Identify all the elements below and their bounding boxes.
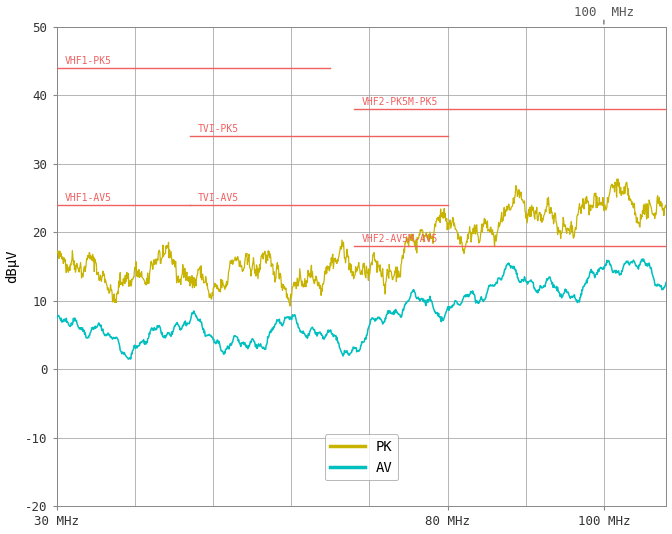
- Text: VHF1-PK5: VHF1-PK5: [65, 56, 112, 66]
- Text: VHF2-PK5M-PK5: VHF2-PK5M-PK5: [362, 97, 438, 107]
- Y-axis label: dBµV: dBµV: [5, 250, 19, 284]
- Text: VHF2-AV5M-AV5: VHF2-AV5M-AV5: [362, 234, 438, 244]
- Text: TVI-AV5: TVI-AV5: [198, 193, 239, 203]
- Legend: PK, AV: PK, AV: [325, 434, 398, 480]
- Text: 100  MHz: 100 MHz: [574, 5, 634, 19]
- Text: VHF1-AV5: VHF1-AV5: [65, 193, 112, 203]
- Text: TVI-PK5: TVI-PK5: [198, 124, 239, 135]
